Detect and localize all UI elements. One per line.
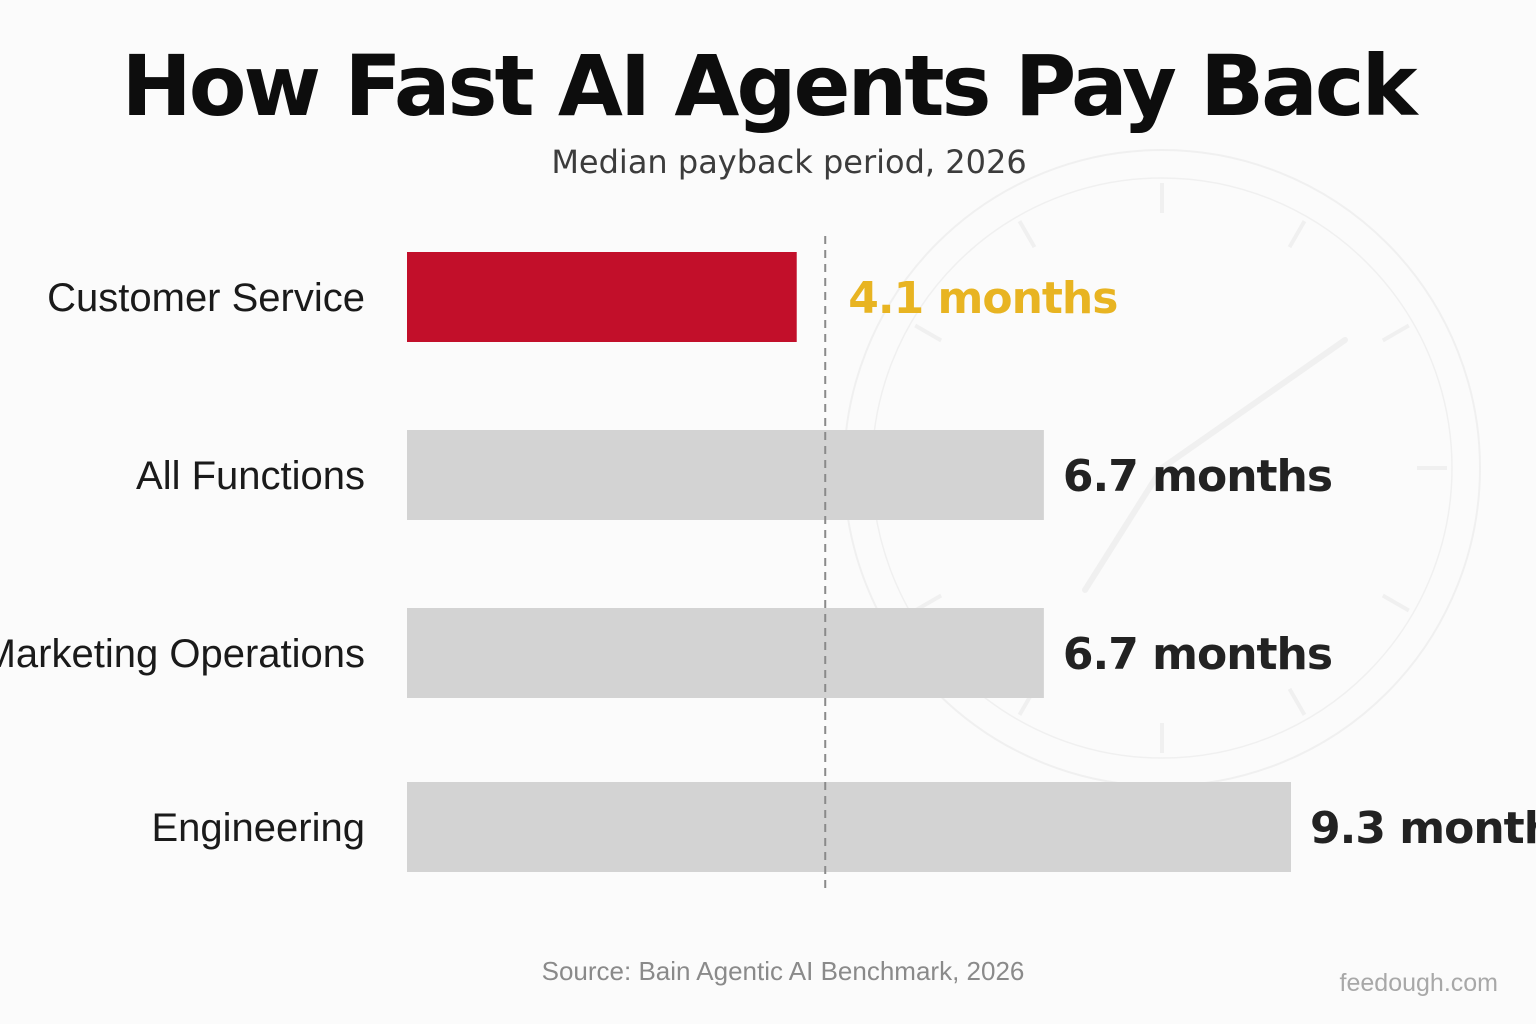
category-label: Customer Service <box>47 276 365 320</box>
category-label: Marketing Operations <box>0 632 365 676</box>
value-label: 6.7 months <box>1063 629 1332 680</box>
bar-all-functions <box>407 430 1044 520</box>
chart-subtitle: Median payback period, 2026 <box>551 143 1027 181</box>
watermark: feedough.com <box>1339 969 1498 997</box>
bar-engineering <box>407 782 1291 872</box>
labels-layer: Customer Service 4.1 months All Functions 6… <box>0 236 1536 888</box>
value-label: 4.1 months <box>848 273 1117 324</box>
category-label: Engineering <box>152 806 366 850</box>
value-label: 6.7 months <box>1063 451 1332 502</box>
chart-title: How Fast AI Agents Pay Back <box>121 37 1418 135</box>
bar-customer-service <box>407 252 797 342</box>
category-label: All Functions <box>136 454 365 498</box>
bars-layer <box>407 252 1291 872</box>
bar-marketing-operations <box>407 608 1044 698</box>
value-label: 9.3 months <box>1310 803 1536 854</box>
source-note: Source: Bain Agentic AI Benchmark, 2026 <box>541 956 1025 986</box>
